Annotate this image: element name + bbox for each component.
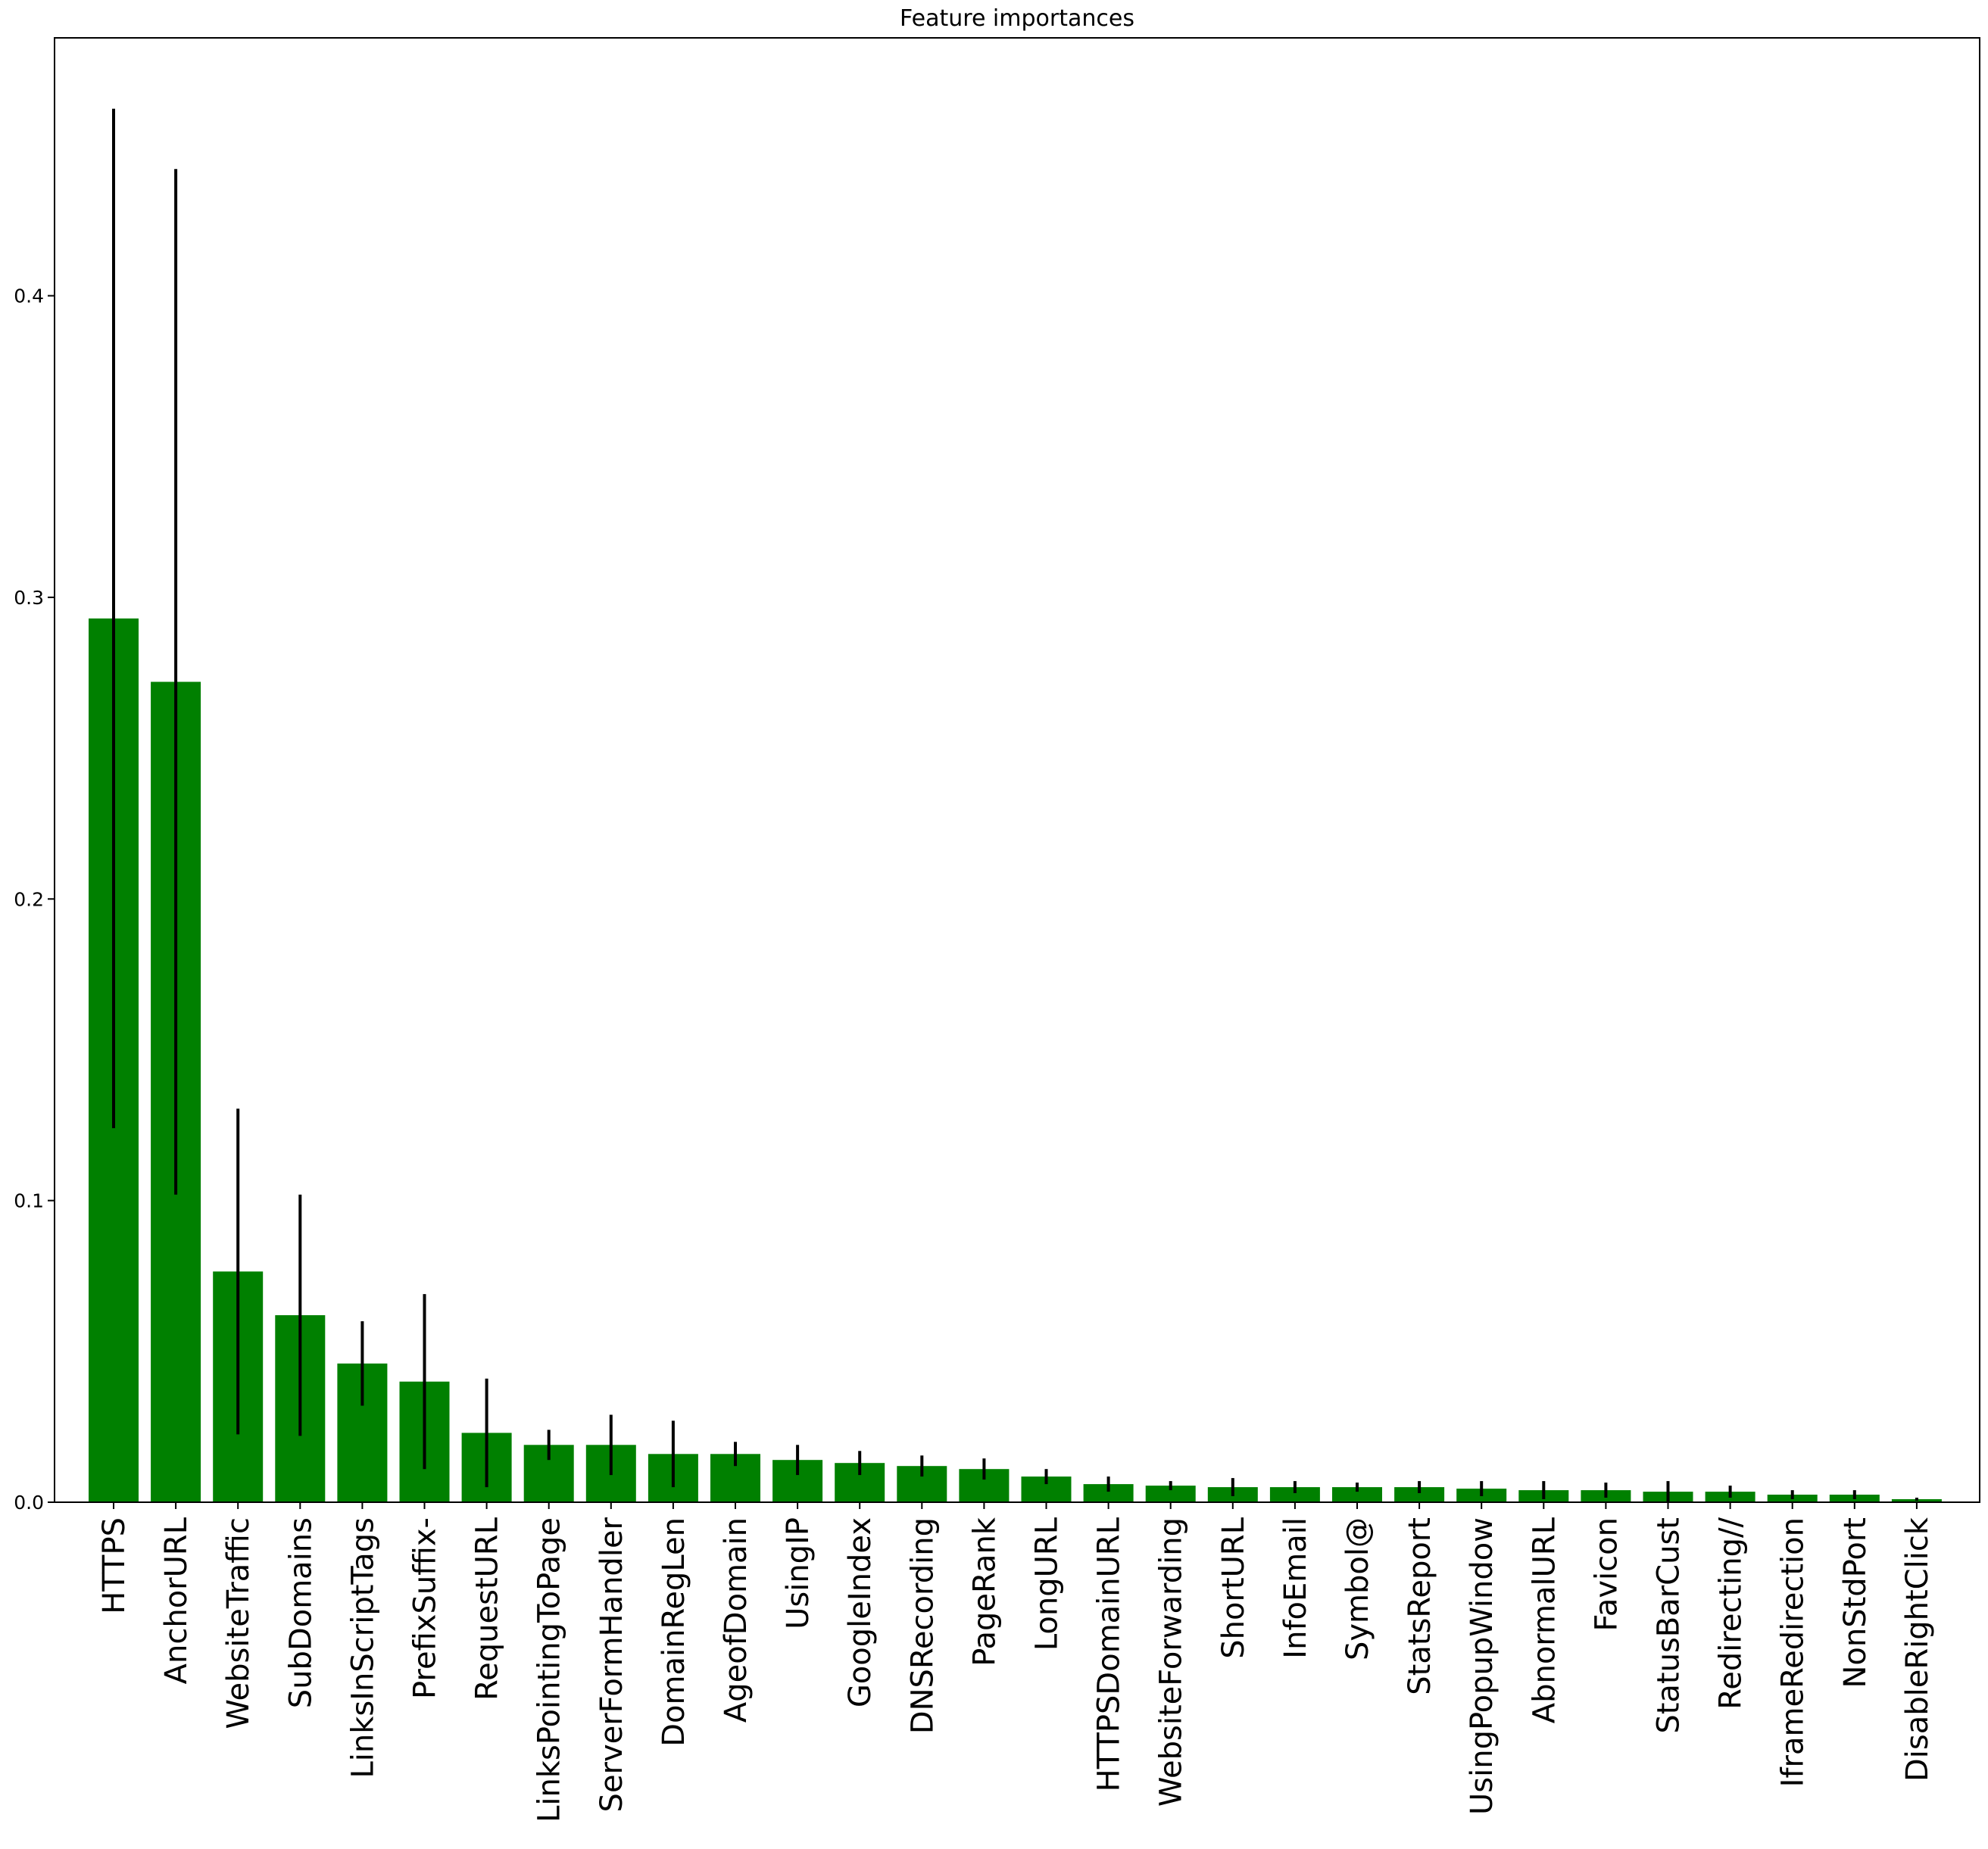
error-bars-layer: [112, 108, 1918, 1502]
y-tick-label: 0.0: [14, 1492, 44, 1514]
x-tick-label: InfoEmail: [1278, 1517, 1313, 1659]
y-tick-label: 0.2: [14, 888, 44, 910]
x-tick-label: PrefixSuffix-: [408, 1517, 443, 1699]
bar-21: [1394, 1487, 1445, 1502]
plot-frame: [54, 37, 1980, 1503]
x-tick-label: WebsiteTraffic: [221, 1517, 256, 1729]
chart-title: Feature importances: [900, 5, 1134, 32]
x-tick-label: Favicon: [1589, 1517, 1624, 1631]
x-tick-label: PageRank: [967, 1517, 1002, 1667]
x-tick-label: UsingPopupWindow: [1465, 1517, 1500, 1815]
y-axis: 0.0 0.1 0.2 0.3 0.4: [14, 285, 55, 1514]
x-axis: HTTPS AnchorURL WebsiteTraffic SubDomains Li…: [97, 1502, 1935, 1822]
x-tick-label: AnchorURL: [159, 1517, 194, 1684]
x-tick-label: LinksInScriptTags: [345, 1517, 380, 1778]
x-tick-label: UsingIP: [781, 1517, 816, 1629]
x-tick-label: ShortURL: [1216, 1517, 1251, 1658]
x-tick-label: SubDomains: [283, 1517, 318, 1708]
y-tick-label: 0.4: [14, 285, 44, 307]
y-tick-label: 0.3: [14, 587, 44, 609]
bars-layer: [89, 618, 1942, 1502]
x-tick-label: Symbol@: [1340, 1517, 1375, 1660]
bar-17: [1145, 1486, 1196, 1502]
x-tick-label: Redirecting//: [1714, 1517, 1749, 1709]
x-tick-label: AgeofDomain: [719, 1517, 754, 1723]
bar-19: [1269, 1487, 1320, 1502]
x-tick-label: GoogleIndex: [843, 1517, 878, 1707]
x-tick-label: NonStdPort: [1838, 1517, 1873, 1688]
bar-16: [1083, 1484, 1134, 1502]
x-tick-label: StatsReport: [1403, 1517, 1437, 1695]
x-tick-label: DomainRegLen: [657, 1517, 691, 1747]
x-tick-label: DisableRightClick: [1900, 1517, 1935, 1782]
x-tick-label: LongURL: [1030, 1517, 1065, 1651]
x-tick-label: LinksPointingToPage: [532, 1517, 567, 1822]
x-tick-label: WebsiteForwarding: [1154, 1517, 1189, 1807]
y-tick-label: 0.1: [14, 1190, 44, 1212]
x-tick-label: RequestURL: [470, 1517, 505, 1701]
x-tick-label: DNSRecording: [905, 1517, 940, 1734]
bar-20: [1332, 1487, 1382, 1502]
x-tick-label: AbnormalURL: [1527, 1517, 1562, 1723]
x-tick-label: IframeRedirection: [1776, 1517, 1811, 1787]
x-tick-label: StatusBarCust: [1652, 1517, 1687, 1734]
x-tick-label: HTTPSDomainURL: [1092, 1517, 1127, 1791]
x-tick-label: ServerFormHandler: [595, 1517, 629, 1812]
x-tick-label: HTTPS: [97, 1517, 132, 1614]
